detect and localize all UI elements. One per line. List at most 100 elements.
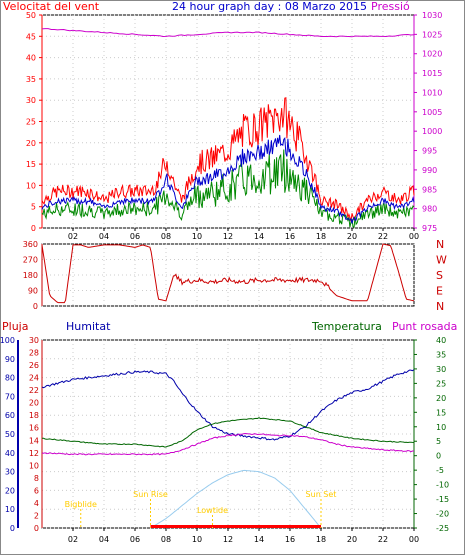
direction-left-tick-label: 270	[23, 256, 38, 265]
pressure-right-tick-label: 990	[422, 166, 437, 175]
temperature-tick-label: -5	[436, 466, 444, 475]
temperature-tick-label: 40	[436, 336, 446, 345]
rain-tick-label: 6	[34, 486, 39, 495]
wind-x-tick-label: 20	[347, 232, 357, 241]
wind-x-tick-label: 02	[68, 232, 78, 241]
climate-x-tick-label: 08	[161, 535, 171, 544]
temperature-tick-label: 25	[436, 379, 446, 388]
wind-left-tick-label: 10	[26, 181, 36, 190]
pressure-right-tick-label: 1015	[422, 69, 442, 78]
direction-left-tick-label: 360	[23, 240, 38, 249]
wind-left-tick-label: 15	[26, 160, 36, 169]
direction-compass-label: W	[436, 254, 447, 267]
humidity-series	[41, 369, 415, 441]
rain-tick-label: 18	[29, 411, 39, 420]
wind-left-tick-label: 50	[26, 11, 36, 20]
wind-avg-series	[41, 134, 415, 224]
wind-left-tick-label: 45	[26, 32, 36, 41]
rain-tick-label: 12	[29, 449, 39, 458]
wind-x-tick-label: 22	[378, 232, 388, 241]
pressure-label: Pressió	[371, 0, 410, 13]
pressure-series	[41, 28, 415, 38]
temperature-series	[42, 417, 415, 448]
humidity-tick-label: 10	[5, 505, 15, 514]
wind-x-tick-label: 08	[161, 232, 171, 241]
rain-tick-label: 22	[29, 386, 39, 395]
climate-x-tick-label: 04	[99, 535, 109, 544]
rain-tick-label: 30	[29, 336, 39, 345]
humidity-tick-label: 30	[5, 468, 15, 477]
temperature-tick-label: -25	[436, 524, 449, 533]
rain-tick-label: 16	[29, 424, 39, 433]
humidity-tick-label: 20	[5, 486, 15, 495]
rain-tick-label: 2	[34, 511, 39, 520]
graph-title: 24 hour graph day : 08 Marzo 2015	[172, 0, 367, 13]
wind-gust-series	[41, 97, 415, 222]
wind-left-tick-label: 40	[26, 54, 36, 63]
wind-x-tick-label: 00	[409, 232, 419, 241]
wind-x-tick-label: 18	[316, 232, 326, 241]
pressure-right-tick-label: 1005	[422, 108, 442, 117]
direction-left-tick-label: 180	[23, 271, 38, 280]
temperature-tick-label: 15	[436, 408, 446, 417]
pressure-right-tick-label: 1020	[422, 50, 442, 59]
climate-x-tick-label: 00	[409, 535, 419, 544]
wind-left-tick-label: 20	[26, 139, 36, 148]
wind-x-tick-label: 06	[130, 232, 140, 241]
temperature-tick-label: -15	[436, 495, 449, 504]
climate-x-tick-label: 10	[192, 535, 202, 544]
temperature-tick-label: 0	[436, 452, 441, 461]
wind-left-tick-label: 0	[31, 224, 36, 233]
humidity-tick-label: 50	[5, 430, 15, 439]
direction-left-tick-label: 90	[28, 287, 38, 296]
wind-direction-series	[41, 243, 415, 304]
dew-point-label: Punt rosada	[392, 320, 457, 333]
rain-tick-label: 28	[29, 349, 39, 358]
temperature-label: Temperatura	[311, 320, 382, 333]
wind-min-series	[41, 149, 415, 228]
rain-tick-label: 14	[29, 436, 39, 445]
pressure-right-tick-label: 980	[422, 205, 437, 214]
sun-marker-label: Bigblide	[65, 500, 97, 509]
sun-marker-label: Sun Rise	[133, 490, 168, 499]
rain-tick-label: 0	[34, 524, 39, 533]
humidity-tick-label: 0	[10, 524, 15, 533]
direction-left-tick-label: 0	[33, 302, 38, 311]
climate-x-tick-label: 16	[285, 535, 295, 544]
pressure-right-tick-label: 1010	[422, 88, 442, 97]
pressure-right-tick-label: 985	[422, 185, 437, 194]
temperature-tick-label: 35	[436, 350, 446, 359]
climate-x-tick-label: 18	[316, 535, 326, 544]
humidity-tick-label: 60	[5, 411, 15, 420]
pressure-right-tick-label: 1025	[422, 30, 442, 39]
temperature-tick-label: 30	[436, 365, 446, 374]
wind-x-tick-label: 12	[223, 232, 233, 241]
direction-compass-label: E	[436, 285, 443, 298]
pressure-right-tick-label: 1000	[422, 127, 442, 136]
direction-compass-label: S	[436, 269, 443, 282]
rain-tick-label: 24	[29, 374, 39, 383]
humidity-tick-label: 90	[5, 355, 15, 364]
solar-radiation-series	[150, 469, 322, 529]
climate-x-tick-label: 20	[347, 535, 357, 544]
wind-x-tick-label: 16	[285, 232, 295, 241]
wind-left-tick-label: 35	[26, 75, 36, 84]
humidity-tick-label: 40	[5, 449, 15, 458]
wind-x-tick-label: 14	[254, 232, 264, 241]
temperature-tick-label: 5	[436, 437, 441, 446]
pressure-right-tick-label: 975	[422, 224, 437, 233]
pressure-right-tick-label: 1030	[422, 11, 442, 20]
temperature-tick-label: 20	[436, 394, 446, 403]
wind-left-tick-label: 25	[26, 118, 36, 127]
chart-layer: 0510152025303540455097598098599099510001…	[0, 11, 449, 544]
rain-tick-label: 20	[29, 399, 39, 408]
rain-tick-label: 4	[34, 499, 39, 508]
humidity-label: Humitat	[66, 320, 111, 333]
humidity-tick-label: 70	[5, 392, 15, 401]
rain-tick-label: 8	[34, 474, 39, 483]
temperature-tick-label: -10	[436, 481, 449, 490]
climate-x-tick-label: 22	[378, 535, 388, 544]
